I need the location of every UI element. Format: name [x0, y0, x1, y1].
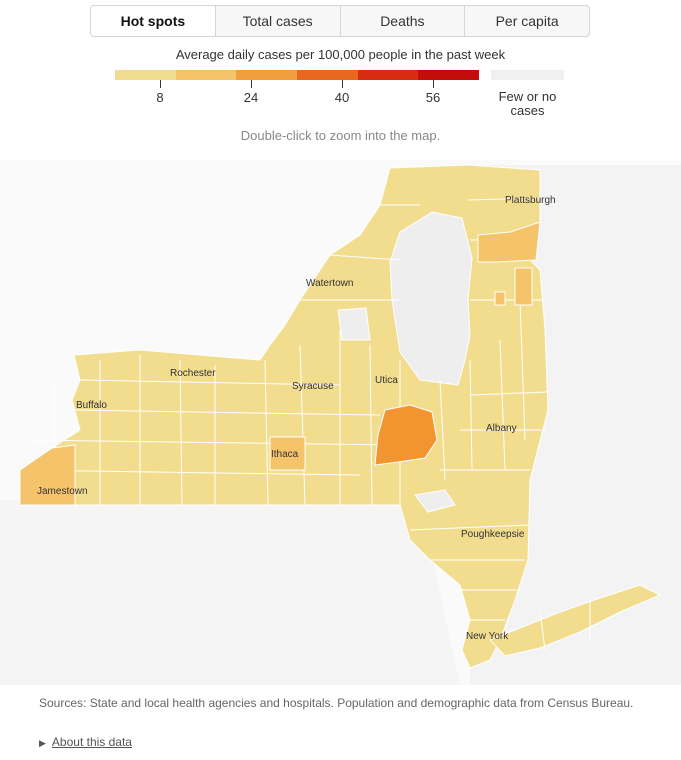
legend-swatch-3 [236, 70, 298, 80]
legend-swatch-2 [175, 70, 237, 80]
no-cases-region [414, 489, 456, 513]
legend-tick [251, 80, 252, 88]
county-borders [19, 197, 591, 651]
city-label: New York [466, 631, 509, 642]
city-label: Plattsburgh [505, 195, 556, 206]
tab-per-capita[interactable]: Per capita [464, 6, 589, 36]
city-label: Rochester [170, 368, 216, 379]
city-label: Buffalo [76, 400, 107, 411]
city-label: Watertown [306, 278, 353, 289]
city-label: Syracuse [292, 381, 334, 392]
no-cases-region [337, 307, 371, 341]
legend-tick-label: 8 [156, 90, 164, 105]
legend-tick [433, 80, 434, 88]
city-label: Jamestown [37, 486, 88, 497]
city-label: Ithaca [271, 449, 299, 460]
about-data-label: About this data [51, 735, 132, 749]
city-label: Poughkeepsie [461, 529, 525, 540]
tab-total-cases[interactable]: Total cases [214, 6, 340, 36]
county-hot-spot [494, 291, 506, 306]
legend-swatch-6 [418, 70, 480, 80]
sources-note: Sources: State and local health agencies… [39, 696, 634, 710]
city-label: Albany [486, 423, 517, 434]
county-hot-spot-high [374, 404, 438, 466]
about-data-link[interactable]: ▶ About this data [39, 735, 132, 749]
metric-tabs: Hot spots Total cases Deaths Per capita [90, 5, 590, 37]
long-island [489, 584, 662, 657]
legend-title: Average daily cases per 100,000 people i… [175, 47, 506, 62]
legend-no-cases-label: Few or no cases [498, 89, 557, 118]
city-label: Utica [375, 375, 398, 386]
legend-no-cases-swatch [491, 70, 564, 80]
legend-tick-label: 56 [425, 90, 441, 105]
county-hot-spot [514, 267, 533, 306]
legend-swatch-5 [357, 70, 419, 80]
legend-swatch-4 [297, 70, 358, 80]
disclosure-triangle-icon: ▶ [39, 738, 46, 748]
new-york-county-map[interactable]: Plattsburgh Watertown Rochester Syracuse… [0, 160, 681, 685]
legend-swatch-1 [115, 70, 176, 80]
tab-deaths[interactable]: Deaths [339, 6, 465, 36]
tab-hot-spots[interactable]: Hot spots [91, 6, 215, 36]
county-hot-spot [269, 436, 306, 471]
legend-tick [342, 80, 343, 88]
legend-color-scale [115, 70, 480, 80]
legend-tick-label: 24 [243, 90, 259, 105]
basemap-neighbor-region [0, 500, 460, 685]
county-hot-spot [477, 221, 541, 263]
legend-tick-label: 40 [334, 90, 350, 105]
legend-tick [160, 80, 161, 88]
zoom-hint: Double-click to zoom into the map. [240, 128, 441, 143]
county-hot-spot [19, 444, 76, 506]
